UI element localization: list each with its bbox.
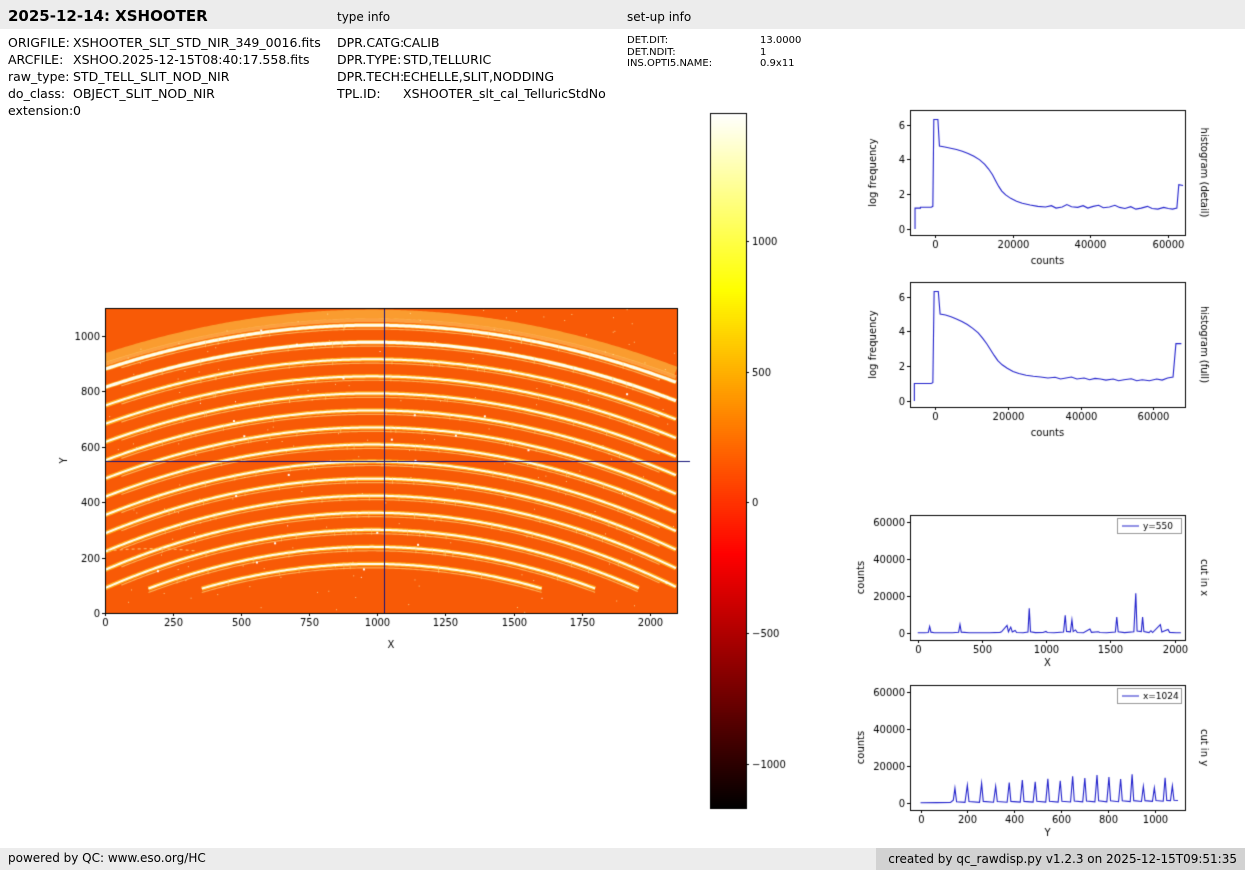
- colorbar: [700, 105, 810, 823]
- setup-info-value: 0.9x11: [760, 58, 795, 69]
- cut-in-y-plot: [850, 670, 1218, 846]
- setup-info-block: DET.DIT: 13.0000 DET.NDIT: 1 INS.OPTI5.N…: [627, 35, 801, 70]
- type-info-heading: type info: [337, 10, 391, 24]
- file-info-label: extension:: [8, 103, 74, 118]
- file-info-label: ORIGFILE:: [8, 35, 70, 50]
- file-info-row: ORIGFILE: XSHOOTER_SLT_STD_NIR_349_0016.…: [8, 34, 321, 51]
- file-info-label: do_class:: [8, 86, 66, 101]
- detector-image-plot: [55, 290, 707, 670]
- type-info-value: ECHELLE,SLIT,NODDING: [403, 69, 555, 84]
- setup-info-label: INS.OPTI5.NAME:: [627, 58, 713, 69]
- type-info-label: TPL.ID:: [337, 86, 381, 101]
- type-info-row: DPR.TYPE: STD,TELLURIC: [337, 51, 606, 68]
- header-bar: 2025-12-14: XSHOOTER type info set-up in…: [0, 0, 1245, 29]
- type-info-value: STD,TELLURIC: [403, 52, 492, 67]
- setup-info-value: 1: [760, 46, 767, 58]
- type-info-value: XSHOOTER_slt_cal_TelluricStdNo: [403, 86, 606, 101]
- type-info-label: DPR.TYPE:: [337, 52, 402, 67]
- cut-in-x-plot: [850, 500, 1218, 676]
- type-info-block: DPR.CATG: CALIB DPR.TYPE: STD,TELLURIC D…: [337, 34, 606, 102]
- file-info-block: ORIGFILE: XSHOOTER_SLT_STD_NIR_349_0016.…: [8, 34, 321, 119]
- footer-created-by: created by qc_rawdisp.py v1.2.3 on 2025-…: [876, 848, 1245, 870]
- setup-info-heading: set-up info: [627, 10, 692, 24]
- setup-info-value: 13.0000: [760, 35, 802, 46]
- histogram-full-plot: [850, 267, 1218, 447]
- file-info-value: XSHOO.2025-12-15T08:40:17.558.fits: [73, 52, 310, 67]
- file-info-row: do_class: OBJECT_SLIT_NOD_NIR: [8, 85, 321, 102]
- file-info-row: ARCFILE: XSHOO.2025-12-15T08:40:17.558.f…: [8, 51, 321, 68]
- footer-credit: powered by QC: www.eso.org/HC: [8, 851, 206, 865]
- file-info-row: extension: 0: [8, 102, 321, 119]
- file-info-row: raw_type: STD_TELL_SLIT_NOD_NIR: [8, 68, 321, 85]
- file-info-value: 0: [73, 103, 81, 118]
- file-info-label: raw_type:: [8, 69, 70, 84]
- setup-info-row: INS.OPTI5.NAME: 0.9x11: [627, 58, 801, 70]
- type-info-row: TPL.ID: XSHOOTER_slt_cal_TelluricStdNo: [337, 85, 606, 102]
- page-title: 2025-12-14: XSHOOTER: [8, 7, 208, 25]
- type-info-label: DPR.CATG:: [337, 35, 405, 50]
- type-info-value: CALIB: [403, 35, 440, 50]
- setup-info-row: DET.NDIT: 1: [627, 47, 801, 59]
- type-info-label: DPR.TECH:: [337, 69, 405, 84]
- setup-info-label: DET.NDIT:: [627, 46, 676, 58]
- type-info-row: DPR.CATG: CALIB: [337, 34, 606, 51]
- footer-bar: powered by QC: www.eso.org/HC created by…: [0, 848, 1245, 870]
- histogram-detail-plot: [850, 95, 1218, 275]
- file-info-value: OBJECT_SLIT_NOD_NIR: [73, 86, 215, 101]
- setup-info-label: DET.DIT:: [627, 35, 669, 46]
- file-info-value: STD_TELL_SLIT_NOD_NIR: [73, 69, 230, 84]
- file-info-label: ARCFILE:: [8, 52, 64, 67]
- file-info-value: XSHOOTER_SLT_STD_NIR_349_0016.fits: [73, 35, 321, 50]
- type-info-row: DPR.TECH: ECHELLE,SLIT,NODDING: [337, 68, 606, 85]
- setup-info-row: DET.DIT: 13.0000: [627, 35, 801, 47]
